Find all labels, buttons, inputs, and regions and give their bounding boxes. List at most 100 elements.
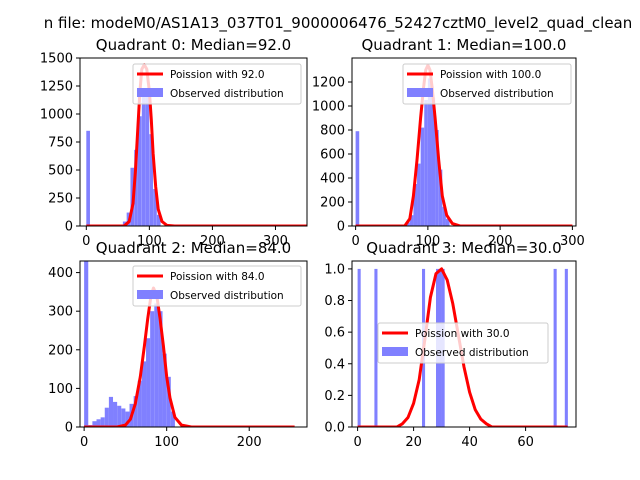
y-tick-label: 1500 <box>40 52 73 67</box>
legend-bar-swatch <box>137 88 163 97</box>
observed-bar <box>438 169 443 226</box>
legend-bar-swatch <box>407 88 433 97</box>
y-tick-label: 750 <box>48 136 73 151</box>
axes-frame <box>79 260 308 428</box>
observed-bar <box>420 127 425 226</box>
x-tick-label: 200 <box>237 435 262 450</box>
observed-bar <box>141 361 147 427</box>
subplot-title: Quadrant 0: Median=92.0 <box>96 36 291 54</box>
legend-bar-swatch <box>137 290 163 299</box>
observed-bar <box>442 206 446 226</box>
observed-bar <box>431 97 436 226</box>
legend-box <box>377 322 549 364</box>
observed-bar <box>108 396 114 427</box>
observed-bar <box>96 419 101 427</box>
y-tick-label: 800 <box>320 124 345 139</box>
observed-bar <box>92 421 97 427</box>
legend: Poission with 84.0 Observed distribution <box>132 265 302 307</box>
axes-frame <box>351 260 577 428</box>
legend: Poission with 92.0 Observed distribution <box>132 63 302 105</box>
observed-bar <box>435 130 439 226</box>
y-tick-label: 200 <box>48 343 73 358</box>
legend-label-poisson: Poission with 92.0 <box>170 69 265 81</box>
x-tick-label: 100 <box>154 435 179 450</box>
y-tick-label: 1000 <box>312 100 345 115</box>
observed-bar <box>355 131 360 226</box>
y-tick-label: 0 <box>65 220 73 235</box>
observed-bar <box>104 407 109 427</box>
x-tick-label: 100 <box>415 234 440 249</box>
x-tick-label: 0 <box>82 234 90 249</box>
observed-bar <box>166 376 171 427</box>
y-tick-label: 500 <box>48 164 73 179</box>
observed-bar <box>158 311 163 427</box>
observed-bar <box>138 116 142 226</box>
y-tick-label: 1.0 <box>324 262 345 277</box>
y-tick-label: 0.4 <box>324 357 345 372</box>
observed-bar <box>113 401 118 427</box>
legend-box <box>132 63 302 105</box>
y-tick-label: 600 <box>320 148 345 163</box>
observed-bar <box>84 261 89 427</box>
observed-bar <box>170 411 175 427</box>
y-tick-label: 0.2 <box>324 389 345 404</box>
observed-bar <box>374 268 378 427</box>
x-tick-label: 300 <box>263 234 288 249</box>
legend-label-observed: Observed distribution <box>170 290 284 302</box>
observed-bar <box>424 100 428 226</box>
y-tick-label: 1250 <box>40 80 73 95</box>
observed-bar <box>427 78 432 226</box>
observed-bar <box>149 134 154 226</box>
y-tick-label: 400 <box>48 266 73 281</box>
observed-bar <box>153 189 157 226</box>
observed-bar <box>553 268 557 427</box>
observed-bar <box>146 338 151 427</box>
legend-bar-swatch <box>382 347 408 356</box>
x-tick-label: 0 <box>351 234 359 249</box>
observed-bar <box>162 353 167 427</box>
observed-bar <box>445 218 450 226</box>
figure-suptitle: n file: modeM0/AS1A13_037T01_9000006476_… <box>44 14 633 33</box>
subplot-quadrant-0: 0 100 200 300 0 250 500 750 1000 1250 1500 Quadrant… <box>40 36 308 249</box>
y-tick-label: 400 <box>320 172 345 187</box>
axes-frame <box>351 57 577 227</box>
x-tick-label: 40 <box>461 435 478 450</box>
observed-bar <box>406 222 410 226</box>
y-tick-label: 1000 <box>40 108 73 123</box>
observed-bar <box>137 380 142 427</box>
legend-label-observed: Observed distribution <box>170 88 284 100</box>
observed-bar <box>564 268 568 427</box>
observed-bar <box>145 90 150 226</box>
x-tick-label: 0 <box>80 435 88 450</box>
observed-bar <box>417 163 421 226</box>
observed-bar <box>117 405 122 427</box>
legend-label-observed: Observed distribution <box>440 88 554 100</box>
observed-bar <box>86 130 90 226</box>
observed-bar <box>154 303 159 427</box>
observed-bar <box>141 88 146 226</box>
legend: Poission with 30.0 Observed distribution <box>377 322 549 364</box>
legend-label-observed: Observed distribution <box>415 347 529 359</box>
y-tick-label: 250 <box>48 192 73 207</box>
observed-bar <box>100 417 105 427</box>
y-tick-label: 300 <box>48 305 73 320</box>
poisson-line <box>357 267 568 427</box>
x-tick-label: 20 <box>405 435 422 450</box>
legend: Poission with 100.0 Observed distribution <box>402 63 572 105</box>
y-tick-label: 0.6 <box>324 326 345 341</box>
y-tick-label: 200 <box>320 196 345 211</box>
x-tick-label: 60 <box>517 435 534 450</box>
x-tick-label: 200 <box>200 234 225 249</box>
x-tick-label: 0 <box>353 435 361 450</box>
legend-label-poisson: Poission with 100.0 <box>440 69 541 81</box>
x-tick-label: 200 <box>488 234 513 249</box>
observed-bar <box>357 268 361 427</box>
y-tick-label: 1200 <box>312 76 345 91</box>
y-tick-label: 0.8 <box>324 294 345 309</box>
observed-bar <box>134 149 138 226</box>
subplot-quadrant-3: 0 20 40 60 0.0 0.2 0.4 0.6 0.8 1.0 Quadrant 3: Med… <box>324 239 577 450</box>
y-tick-label: 0 <box>65 421 73 436</box>
observed-bar <box>150 311 155 427</box>
observed-bar <box>409 215 414 226</box>
